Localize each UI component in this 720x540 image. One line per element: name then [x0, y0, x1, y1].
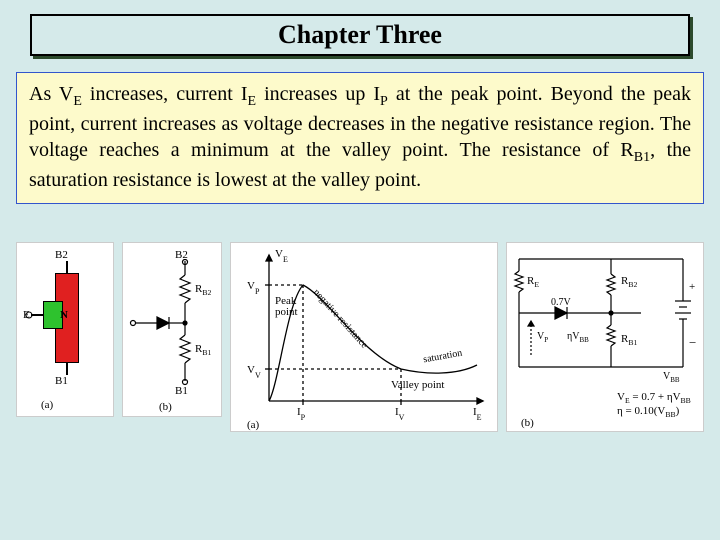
fb-b1: B1 — [175, 385, 188, 397]
fb-circuit-icon — [127, 259, 219, 399]
bs3: P — [380, 94, 388, 109]
fb-rb1: RB1 — [195, 343, 211, 357]
fa-wire-top — [66, 261, 68, 273]
chapter-title-bar: Chapter Three — [30, 14, 690, 56]
rc-plus: + — [689, 281, 695, 293]
cv-ve: VE — [275, 248, 288, 264]
body-text-box: As VE increases, current IE increases up… — [16, 72, 704, 204]
cv-ip: IP — [297, 406, 306, 422]
rc-cap: (b) — [521, 417, 534, 429]
figure-a-ujt: B2 N E B1 (a) — [16, 242, 114, 417]
fa-e-terminal-icon — [25, 311, 33, 319]
cv-cap: (a) — [247, 419, 259, 431]
fa-b1: B1 — [55, 375, 68, 387]
bs2: E — [248, 94, 257, 109]
cv-ie: IE — [473, 406, 482, 422]
body-text: As VE increases, current IE increases up… — [29, 83, 691, 191]
rc-re: RE — [527, 275, 539, 289]
rc-v07: 0.7V — [551, 297, 571, 308]
rc-rb2: RB2 — [621, 275, 637, 289]
fb-rb2: RB2 — [195, 283, 211, 297]
rc-minus: − — [689, 335, 696, 351]
fa-n-label: N — [60, 309, 68, 321]
rc-etavbb: ηVBB — [567, 331, 589, 344]
figure-curve: VE VP VV IP IV IE Peak point Valley poin… — [230, 242, 498, 432]
figures-row: B2 N E B1 (a) B2 — [16, 242, 704, 452]
rc-eq1: VE = 0.7 + ηVBB — [617, 391, 691, 405]
cv-peak2: point — [275, 306, 298, 318]
fa-b2: B2 — [55, 249, 68, 261]
rc-vp: VP — [537, 331, 548, 344]
rc-rb1: RB1 — [621, 333, 637, 347]
fa-wire-bot — [66, 363, 68, 375]
fb-cap: (b) — [159, 401, 172, 413]
figure-b-equiv: B2 RB2 RB1 B1 (b) — [122, 242, 222, 417]
chapter-title: Chapter Three — [278, 20, 442, 50]
bt3: increases up I — [256, 83, 380, 105]
cv-vp: VP — [247, 280, 260, 296]
bs4: B1 — [634, 150, 650, 165]
bs1: E — [73, 94, 82, 109]
cv-vv: VV — [247, 364, 261, 380]
fa-cap: (a) — [41, 399, 53, 411]
cv-valley: Valley point — [391, 379, 444, 391]
cv-iv: IV — [395, 406, 405, 422]
rc-vbb: VBB — [663, 371, 680, 384]
figure-right-circuit: RE RB2 RB1 0.7V VP ηVBB + − VBB VE = 0.7… — [506, 242, 704, 432]
rc-eq2: η = 0.10(VBB) — [617, 405, 679, 419]
bt2: increases, current I — [82, 83, 248, 105]
bt1: As V — [29, 83, 73, 105]
